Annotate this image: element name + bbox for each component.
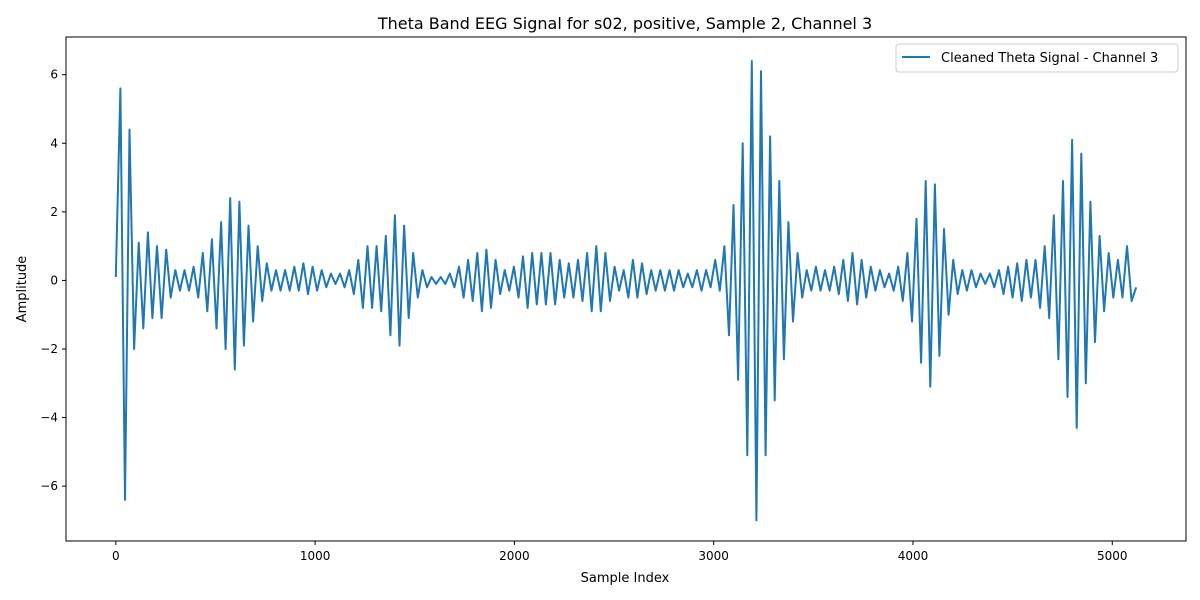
plot-area — [65, 36, 1187, 542]
y-tick-label: 0 — [50, 273, 58, 287]
series-line — [114, 60, 1138, 522]
y-tick-label: −2 — [40, 342, 58, 356]
legend: Cleaned Theta Signal - Channel 3 — [895, 43, 1179, 73]
x-axis: 0 1000 2000 3000 4000 5000 — [112, 541, 1128, 563]
y-tick-label: −6 — [40, 479, 58, 493]
y-tick-label: 4 — [50, 136, 58, 150]
x-tick-label: 1000 — [300, 549, 331, 563]
x-tick-label: 0 — [112, 549, 120, 563]
x-axis-label: Sample Index — [581, 571, 670, 586]
x-tick-label: 5000 — [1097, 549, 1128, 563]
plot-frame — [65, 36, 1187, 542]
legend-box — [895, 43, 1179, 73]
y-tick-label: −4 — [40, 411, 58, 425]
y-tick-label: 2 — [50, 205, 58, 219]
x-tick-label: 2000 — [499, 549, 530, 563]
y-axis-label: Amplitude — [15, 256, 30, 323]
y-axis: −6 −4 −2 0 2 4 6 — [40, 68, 66, 493]
x-tick-label: 4000 — [898, 549, 929, 563]
legend-label: Cleaned Theta Signal - Channel 3 — [941, 51, 1158, 66]
x-tick-label: 3000 — [698, 549, 729, 563]
y-tick-label: 6 — [50, 68, 58, 82]
chart-title: Theta Band EEG Signal for s02, positive,… — [377, 14, 872, 33]
